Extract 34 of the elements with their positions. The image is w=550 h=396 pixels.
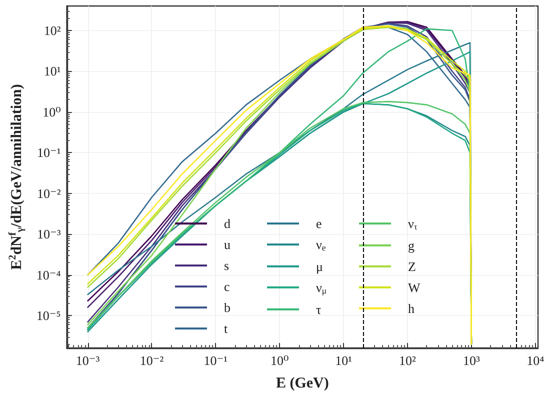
x-tick-label: 10⁴ xyxy=(526,353,545,368)
legend-label: W xyxy=(408,280,421,295)
x-axis-title: E (GeV) xyxy=(276,376,329,392)
x-tick-label: 10¹ xyxy=(335,353,352,368)
x-tick-label: 10⁰ xyxy=(270,353,289,368)
y-tick-label: 10⁻⁵ xyxy=(36,308,61,324)
legend-label: ντ xyxy=(408,216,418,232)
legend-label: h xyxy=(408,300,415,316)
x-tick-label: 10⁻² xyxy=(140,353,164,368)
y-tick-label: 10⁻¹ xyxy=(37,145,61,160)
legend-label: c xyxy=(224,279,230,294)
x-tick-label: 10² xyxy=(399,353,416,368)
y-tick-label: 10⁻³ xyxy=(37,226,61,242)
legend-label: νμ xyxy=(316,280,327,296)
y-tick-label: 10² xyxy=(44,23,61,38)
y-tick-label: 10¹ xyxy=(44,64,61,79)
legend-label: u xyxy=(224,237,231,252)
legend-label: Z xyxy=(408,258,416,274)
legend-label: μ xyxy=(316,258,323,274)
y-tick-label: 10⁻² xyxy=(37,186,61,201)
x-tick-label: 10⁻¹ xyxy=(204,353,228,368)
legend-label: e xyxy=(316,216,322,231)
legend-label: τ xyxy=(316,302,322,317)
x-tick-label: 10³ xyxy=(462,353,480,368)
legend-label: d xyxy=(224,216,231,231)
y-tick-label: 10⁻⁴ xyxy=(36,267,62,282)
x-tick-label: 10⁻³ xyxy=(76,353,100,368)
y-axis-title: E2dNfγ/dE(GeV/annihilation) xyxy=(8,84,26,270)
y-tick-label: 10⁰ xyxy=(42,104,61,120)
legend-label: νe xyxy=(316,237,326,252)
legend-label: s xyxy=(224,258,230,273)
legend-label: t xyxy=(224,321,228,336)
legend-label: g xyxy=(408,238,415,253)
legend-label: b xyxy=(224,300,230,315)
